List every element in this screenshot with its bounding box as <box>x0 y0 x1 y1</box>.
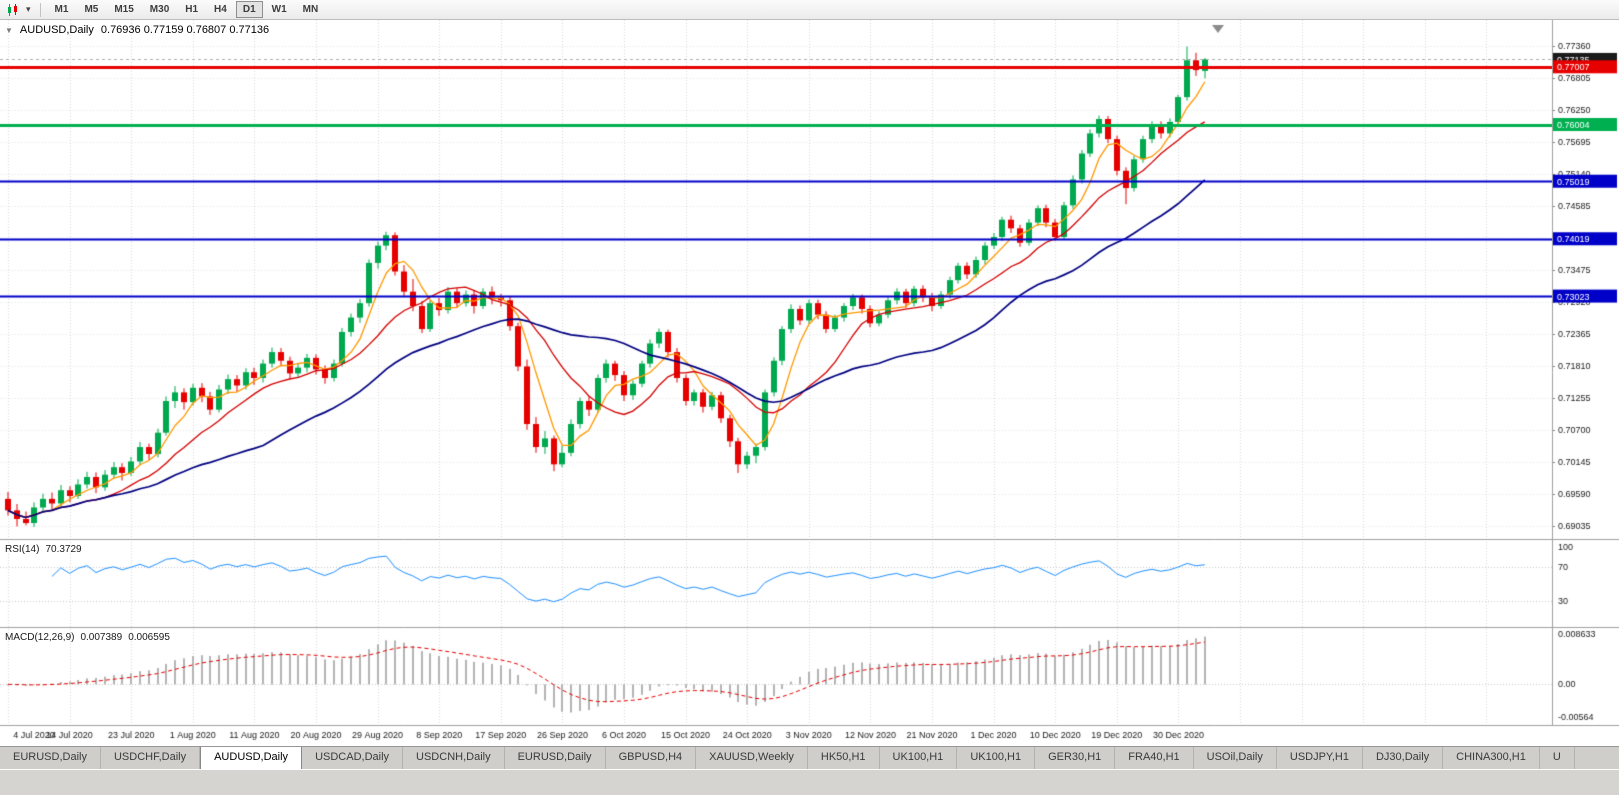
chart-tab[interactable]: USDJPY,H1 <box>1277 747 1363 769</box>
timeframe-h4-button[interactable]: H4 <box>207 1 234 18</box>
candlestick-chart-type-icon[interactable] <box>4 3 22 17</box>
chart-tab[interactable]: EURUSD,Daily <box>0 747 101 769</box>
toolbar-separator <box>39 2 41 17</box>
chart-tab[interactable]: UK100,H1 <box>957 747 1036 769</box>
chart-tab-bar: EURUSD,Daily USDCHF,Daily AUDUSD,Daily USDC… <box>0 746 1619 769</box>
chart-tab[interactable]: XAUUSD,Weekly <box>696 747 808 769</box>
toolbar: ▾ M1 M5 M15 M30 H1 H4 D1 W1 MN <box>0 0 1619 20</box>
chart-tab[interactable]: UK100,H1 <box>880 747 958 769</box>
timeframe-h1-button[interactable]: H1 <box>178 1 205 18</box>
status-bar <box>0 769 1619 795</box>
chart-canvas[interactable] <box>0 20 1619 746</box>
timeframe-m1-button[interactable]: M1 <box>48 1 76 18</box>
timeframe-m30-button[interactable]: M30 <box>143 1 176 18</box>
chart-tab[interactable]: USDCHF,Daily <box>101 747 201 769</box>
timeframe-w1-button[interactable]: W1 <box>265 1 294 18</box>
chart-tab[interactable]: U <box>1540 747 1575 769</box>
chart-tab[interactable]: HK50,H1 <box>808 747 880 769</box>
chart-tab[interactable]: USOil,Daily <box>1194 747 1277 769</box>
chart-type-dropdown-icon[interactable]: ▾ <box>26 4 31 14</box>
timeframe-d1-button[interactable]: D1 <box>235 1 263 18</box>
chart-tab[interactable]: EURUSD,Daily <box>505 747 606 769</box>
collapse-chart-icon[interactable]: ▼ <box>5 25 13 35</box>
chart-tab[interactable]: USDCNH,Daily <box>403 747 505 769</box>
timeframe-m15-button[interactable]: M15 <box>107 1 140 18</box>
chart-area: ▼ AUDUSD,Daily 0.76936 0.77159 0.76807 0… <box>0 20 1619 746</box>
timeframe-buttons: M1 M5 M15 M30 H1 H4 D1 W1 MN <box>47 1 327 18</box>
chart-tab[interactable]: DJ30,Daily <box>1363 747 1444 769</box>
timeframe-m5-button[interactable]: M5 <box>77 1 105 18</box>
chart-tab[interactable]: GBPUSD,H4 <box>606 747 697 769</box>
chart-tab[interactable]: CHINA300,H1 <box>1443 747 1540 769</box>
chart-tab[interactable]: AUDUSD,Daily <box>200 747 303 769</box>
chart-tab[interactable]: USDCAD,Daily <box>302 747 404 769</box>
chart-tab[interactable]: GER30,H1 <box>1035 747 1116 769</box>
chart-tab[interactable]: FRA40,H1 <box>1115 747 1194 769</box>
timeframe-mn-button[interactable]: MN <box>296 1 326 18</box>
